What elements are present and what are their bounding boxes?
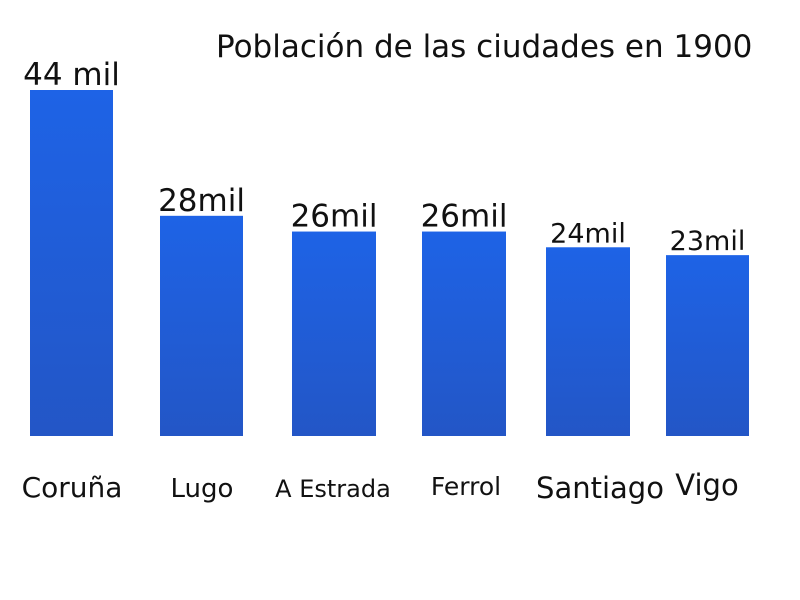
data-label: 44 mil — [23, 57, 120, 93]
data-label: 24mil — [550, 218, 626, 249]
data-label: 28mil — [158, 183, 245, 219]
bar-ferrol — [422, 231, 506, 436]
category-label: Ferrol — [431, 472, 501, 501]
bar-a-estrada — [292, 231, 376, 436]
data-label: 23mil — [670, 226, 746, 257]
category-label: Vigo — [675, 468, 738, 502]
data-label: 26mil — [291, 199, 378, 235]
bar-santiago — [546, 247, 630, 436]
bar-coruña — [30, 90, 113, 436]
category-label: Santiago — [536, 471, 664, 505]
bar-vigo — [666, 255, 749, 436]
chart-title: Población de las ciudades en 1900 — [216, 29, 753, 65]
category-label: A Estrada — [275, 475, 391, 503]
data-label: 26mil — [421, 199, 508, 235]
bar-lugo — [160, 215, 243, 436]
category-label: Coruña — [22, 471, 123, 504]
category-label: Lugo — [171, 474, 234, 504]
